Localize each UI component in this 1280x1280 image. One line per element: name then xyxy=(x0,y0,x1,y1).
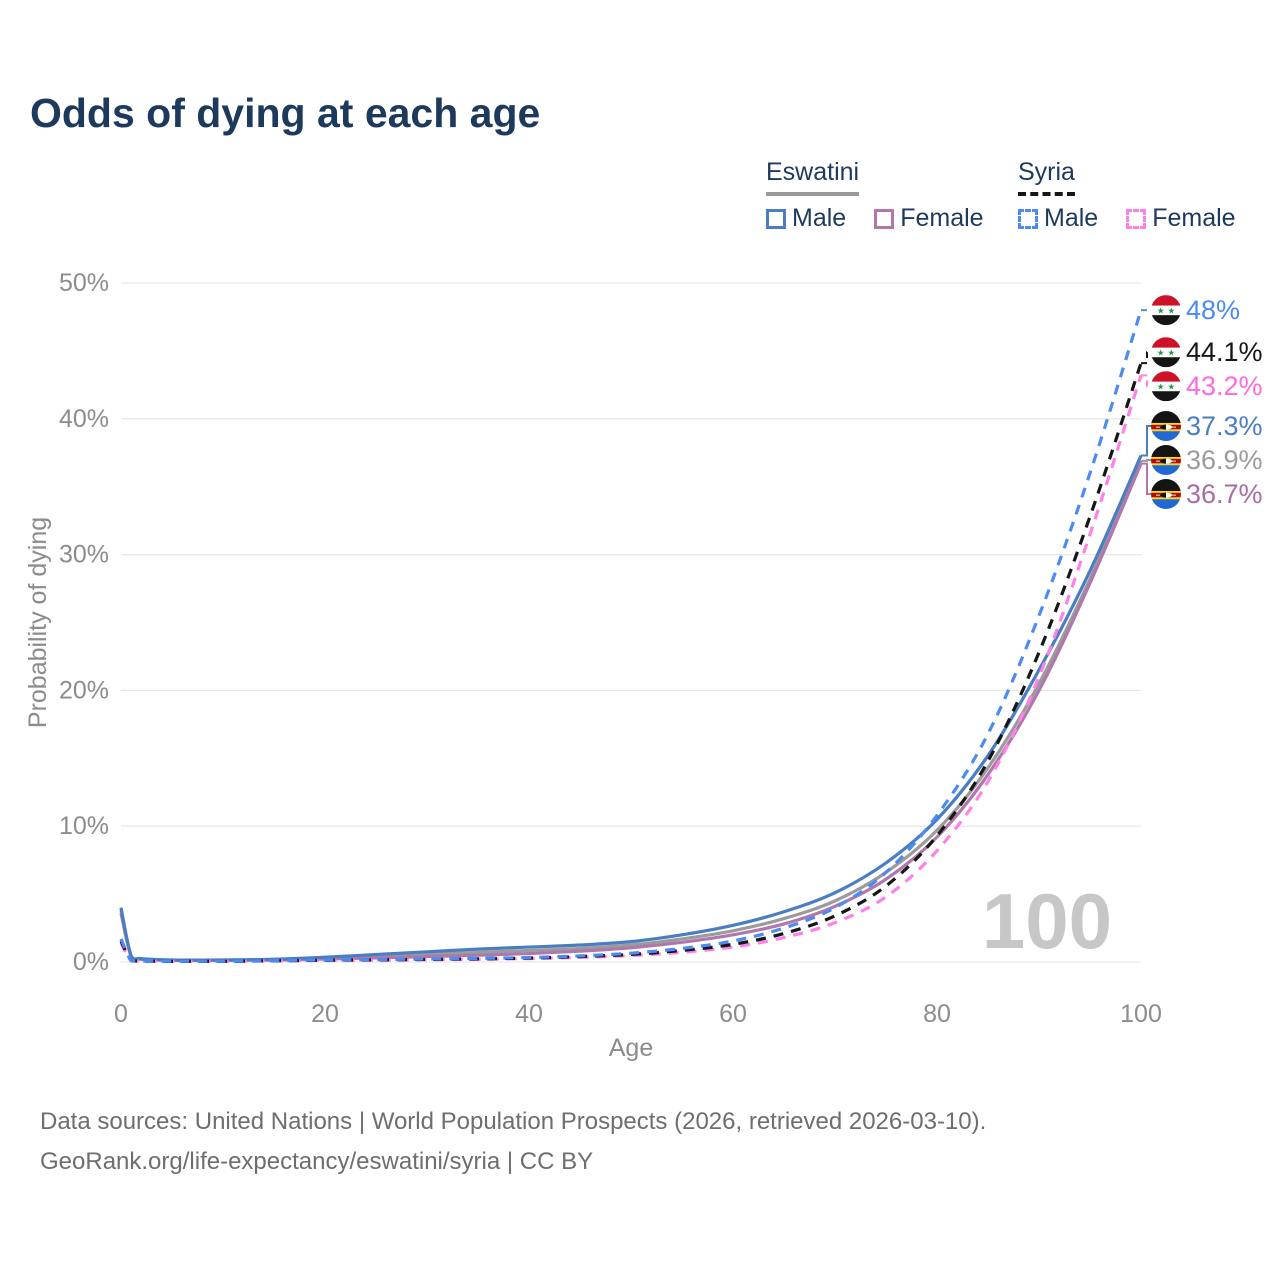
end-label-connector xyxy=(1141,424,1152,457)
end-label-layer: 48% 44.1% 43.2% 37.3% 36.9% 36.7% xyxy=(1141,295,1263,509)
y-tick-label: 20% xyxy=(59,676,109,704)
eswatini-flag-icon xyxy=(1151,411,1181,441)
syria-male-swatch-icon xyxy=(1018,208,1038,229)
watermark-layer: 100 xyxy=(982,877,1112,965)
eswatini-flag-icon xyxy=(1151,479,1181,509)
legend-item-syria-female[interactable]: Female xyxy=(1126,204,1236,233)
end-label-connector xyxy=(1141,462,1152,495)
legend-item-eswatini-male[interactable]: Male xyxy=(766,204,846,233)
legend-item-label: Female xyxy=(1152,204,1236,232)
eswatini-flag-icon xyxy=(1151,445,1181,475)
end-label-connector xyxy=(1141,351,1152,365)
end-label-connector xyxy=(1141,458,1152,462)
x-tick-label: 0 xyxy=(114,1000,128,1028)
end-value-label-syria-male: 48% xyxy=(1186,295,1240,325)
data-source-line: Data sources: United Nations | World Pop… xyxy=(40,1108,987,1135)
end-value-label-syria-female: 43.2% xyxy=(1186,371,1263,401)
end-value-label-eswatini-male: 37.3% xyxy=(1186,411,1263,441)
y-tick-label: 0% xyxy=(73,948,109,976)
y-tick-label: 50% xyxy=(59,269,109,297)
legend-row-eswatini: Male Female xyxy=(766,204,984,233)
legend-group-syria: Syria Male Female xyxy=(1018,158,1236,233)
y-tick-label: 40% xyxy=(59,405,109,433)
end-label-connector xyxy=(1141,374,1152,388)
x-axis-title: Age xyxy=(609,1034,653,1062)
y-axis-title: Probability of dying xyxy=(24,517,52,728)
legend-group-eswatini: Eswatini Male Female xyxy=(766,158,984,233)
end-value-label-syria-both: 44.1% xyxy=(1186,337,1263,367)
legend-title-syria: Syria xyxy=(1018,158,1075,196)
axis-layer: 0% 10% 20% 30% 40% 50% 0 20 40 60 80 100 Age Probabil… xyxy=(24,269,1162,1062)
end-value-label-eswatini-both: 36.9% xyxy=(1186,445,1263,475)
eswatini-male-swatch-icon xyxy=(766,208,786,229)
x-tick-label: 40 xyxy=(515,1000,543,1028)
series-line-syria-female xyxy=(119,374,1143,963)
age-watermark: 100 xyxy=(982,877,1112,965)
legend-title-eswatini: Eswatini xyxy=(766,158,860,196)
grid-layer xyxy=(121,282,1141,963)
syria-female-swatch-icon xyxy=(1126,208,1147,229)
page-title: Odds of dying at each age xyxy=(30,90,541,136)
series-layer xyxy=(119,309,1143,963)
legend-item-syria-male[interactable]: Male xyxy=(1018,204,1098,233)
x-tick-label: 60 xyxy=(719,1000,747,1028)
series-line-syria-male xyxy=(119,309,1143,963)
legend-row-syria: Male Female xyxy=(1018,204,1236,233)
syria-flag-icon xyxy=(1151,371,1181,401)
y-tick-label: 30% xyxy=(59,541,109,569)
eswatini-female-swatch-icon xyxy=(874,208,895,229)
legend-item-label: Male xyxy=(792,204,847,232)
x-tick-label: 100 xyxy=(1120,1000,1162,1028)
x-tick-label: 20 xyxy=(311,1000,339,1028)
x-tick-label: 80 xyxy=(923,1000,951,1028)
end-value-label-eswatini-female: 36.7% xyxy=(1186,479,1263,509)
syria-flag-icon xyxy=(1151,295,1181,325)
legend-item-label: Male xyxy=(1044,204,1099,232)
y-tick-label: 10% xyxy=(59,812,109,840)
legend-item-eswatini-female[interactable]: Female xyxy=(874,204,984,233)
series-line-syria-both xyxy=(119,362,1143,963)
attribution-line: GeoRank.org/life-expectancy/eswatini/syr… xyxy=(40,1148,594,1175)
syria-flag-icon xyxy=(1151,337,1181,367)
legend-item-label: Female xyxy=(900,204,984,232)
